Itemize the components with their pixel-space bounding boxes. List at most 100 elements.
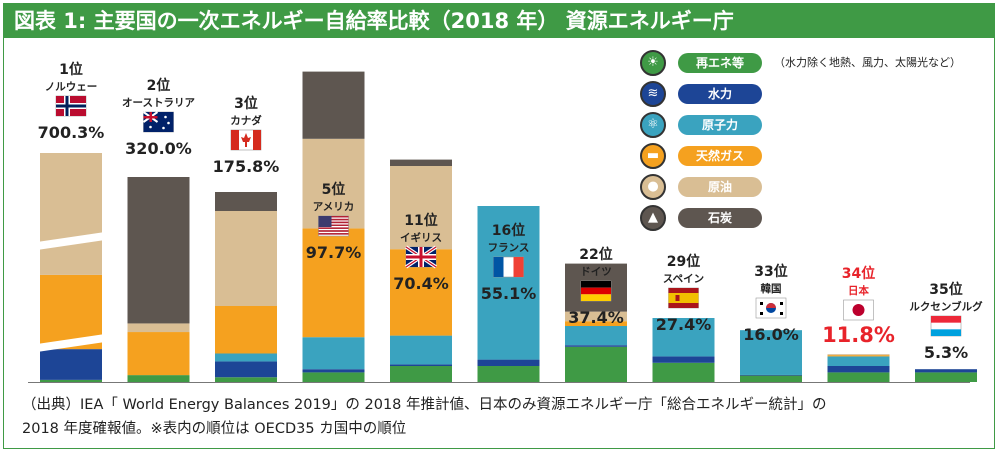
country-label: オーストラリア	[122, 97, 195, 109]
bar-segment-germany-1	[565, 345, 627, 347]
total-value-label: 5.3%	[924, 343, 968, 362]
total-value-label: 37.4%	[568, 308, 624, 327]
luxembourg-flag-icon	[930, 315, 962, 337]
bar-segment-uk-0	[390, 366, 452, 382]
bar-segment-canada-4	[215, 211, 277, 306]
bar-segment-australia-5	[127, 177, 190, 324]
bar-segment-spain-0	[652, 362, 715, 382]
rank-label: 35位	[929, 281, 962, 298]
bar-segment-norway-4	[40, 153, 102, 275]
rank-label: 33位	[754, 263, 787, 280]
bar-segment-korea-1	[740, 374, 802, 376]
bar-segment-canada-1	[215, 361, 277, 378]
rank-label: 1位	[59, 61, 83, 78]
bar-segment-germany-3	[565, 321, 627, 326]
legend-label: 原油	[678, 177, 762, 197]
country-label: スペイン	[663, 273, 704, 285]
legend-label: 再エネ等	[678, 53, 762, 73]
bar-segment-australia-3	[127, 332, 190, 376]
legend-label: 原子力	[678, 115, 762, 135]
country-label: ノルウェー	[45, 81, 98, 93]
bar-segment-australia-0	[127, 375, 190, 382]
country-label: アメリカ	[313, 201, 354, 213]
country-label: ルクセンブルグ	[909, 300, 983, 313]
oil-drop-icon: ●	[640, 174, 666, 200]
legend-label: 天然ガス	[678, 146, 762, 166]
legend-label: 石炭	[678, 208, 762, 228]
total-value-label: 11.8%	[822, 323, 895, 347]
bar-segment-uk-4	[390, 166, 452, 250]
bar-segment-canada-0	[215, 377, 277, 382]
bar-segment-japan-0	[827, 372, 890, 382]
bar-segment-spain-2	[652, 318, 715, 357]
axis-break-mark	[37, 232, 105, 250]
rank-label: 2位	[147, 77, 171, 94]
total-value-label: 97.7%	[306, 243, 362, 262]
legend-label: 水力	[678, 84, 762, 104]
total-value-label: 700.3%	[38, 123, 105, 142]
bar-segment-luxembourg-1	[915, 369, 977, 373]
bar-segment-usa-2	[302, 337, 365, 370]
bar-segment-japan-2	[827, 356, 890, 366]
germany-flag-icon	[580, 280, 612, 302]
total-value-label: 70.4%	[393, 274, 449, 293]
canada-flag-icon	[230, 129, 262, 151]
bar-segment-france-0	[477, 366, 540, 382]
bar-segment-uk-2	[390, 335, 452, 365]
bar-segment-canada-5	[215, 192, 277, 211]
korea-flag-icon	[755, 297, 787, 319]
bar-segment-japan-1	[827, 366, 890, 373]
bar-segment-usa-3	[302, 228, 365, 338]
bar-segment-germany-4	[565, 311, 627, 322]
coal-cart-icon: ▲	[640, 205, 666, 231]
bar-segment-norway-1	[40, 349, 102, 380]
bar-segment-usa-4	[302, 138, 365, 229]
bar-segment-australia-4	[127, 323, 190, 333]
rank-label: 34位	[842, 265, 875, 282]
legend-note: （水力除く地熱、風力、太陽光など）	[774, 56, 961, 69]
bar-segment-spain-1	[652, 356, 715, 363]
source-note-line1: （出典）IEA「 World Energy Balances 2019」の 20…	[22, 397, 827, 413]
atom-icon: ⚛	[640, 112, 666, 138]
bar-segment-korea-2	[740, 330, 802, 375]
source-note: （出典）IEA「 World Energy Balances 2019」の 20…	[22, 393, 982, 441]
bar-segment-usa-1	[302, 369, 365, 373]
country-label: ドイツ	[580, 266, 612, 278]
france-flag-icon	[493, 256, 524, 278]
bar-segment-canada-2	[215, 353, 277, 362]
rank-label: 16位	[492, 222, 525, 239]
bar-segment-uk-1	[390, 364, 452, 366]
sun-icon: ☀	[640, 50, 666, 76]
bar-segment-korea-0	[740, 375, 802, 382]
bar-segment-france-1	[477, 359, 540, 366]
country-label: 日本	[848, 284, 869, 297]
spain-flag-icon	[668, 287, 699, 309]
bar-segment-france-2	[477, 206, 540, 360]
rank-label: 3位	[234, 95, 258, 112]
bar-segment-japan-4	[827, 354, 890, 356]
bar-segment-norway-0	[40, 379, 102, 382]
water-wave-icon: ≋	[640, 81, 666, 107]
bar-segment-uk-5	[390, 159, 452, 166]
bar-segment-japan-3	[827, 355, 890, 357]
rank-label: 5位	[322, 181, 346, 198]
source-note-line2: 2018 年度確報値。※表内の順位は OECD35 カ国中の順位	[22, 421, 407, 437]
country-label: カナダ	[230, 114, 262, 127]
axis-break-mark	[37, 334, 105, 352]
bar-segment-germany-0	[565, 346, 627, 382]
rank-label: 11位	[404, 212, 437, 229]
gas-tank-icon: ▬	[640, 143, 666, 169]
country-label: 韓国	[761, 282, 782, 295]
total-value-label: 55.1%	[481, 284, 537, 303]
total-value-label: 175.8%	[213, 157, 280, 176]
uk-flag-icon	[405, 245, 437, 269]
